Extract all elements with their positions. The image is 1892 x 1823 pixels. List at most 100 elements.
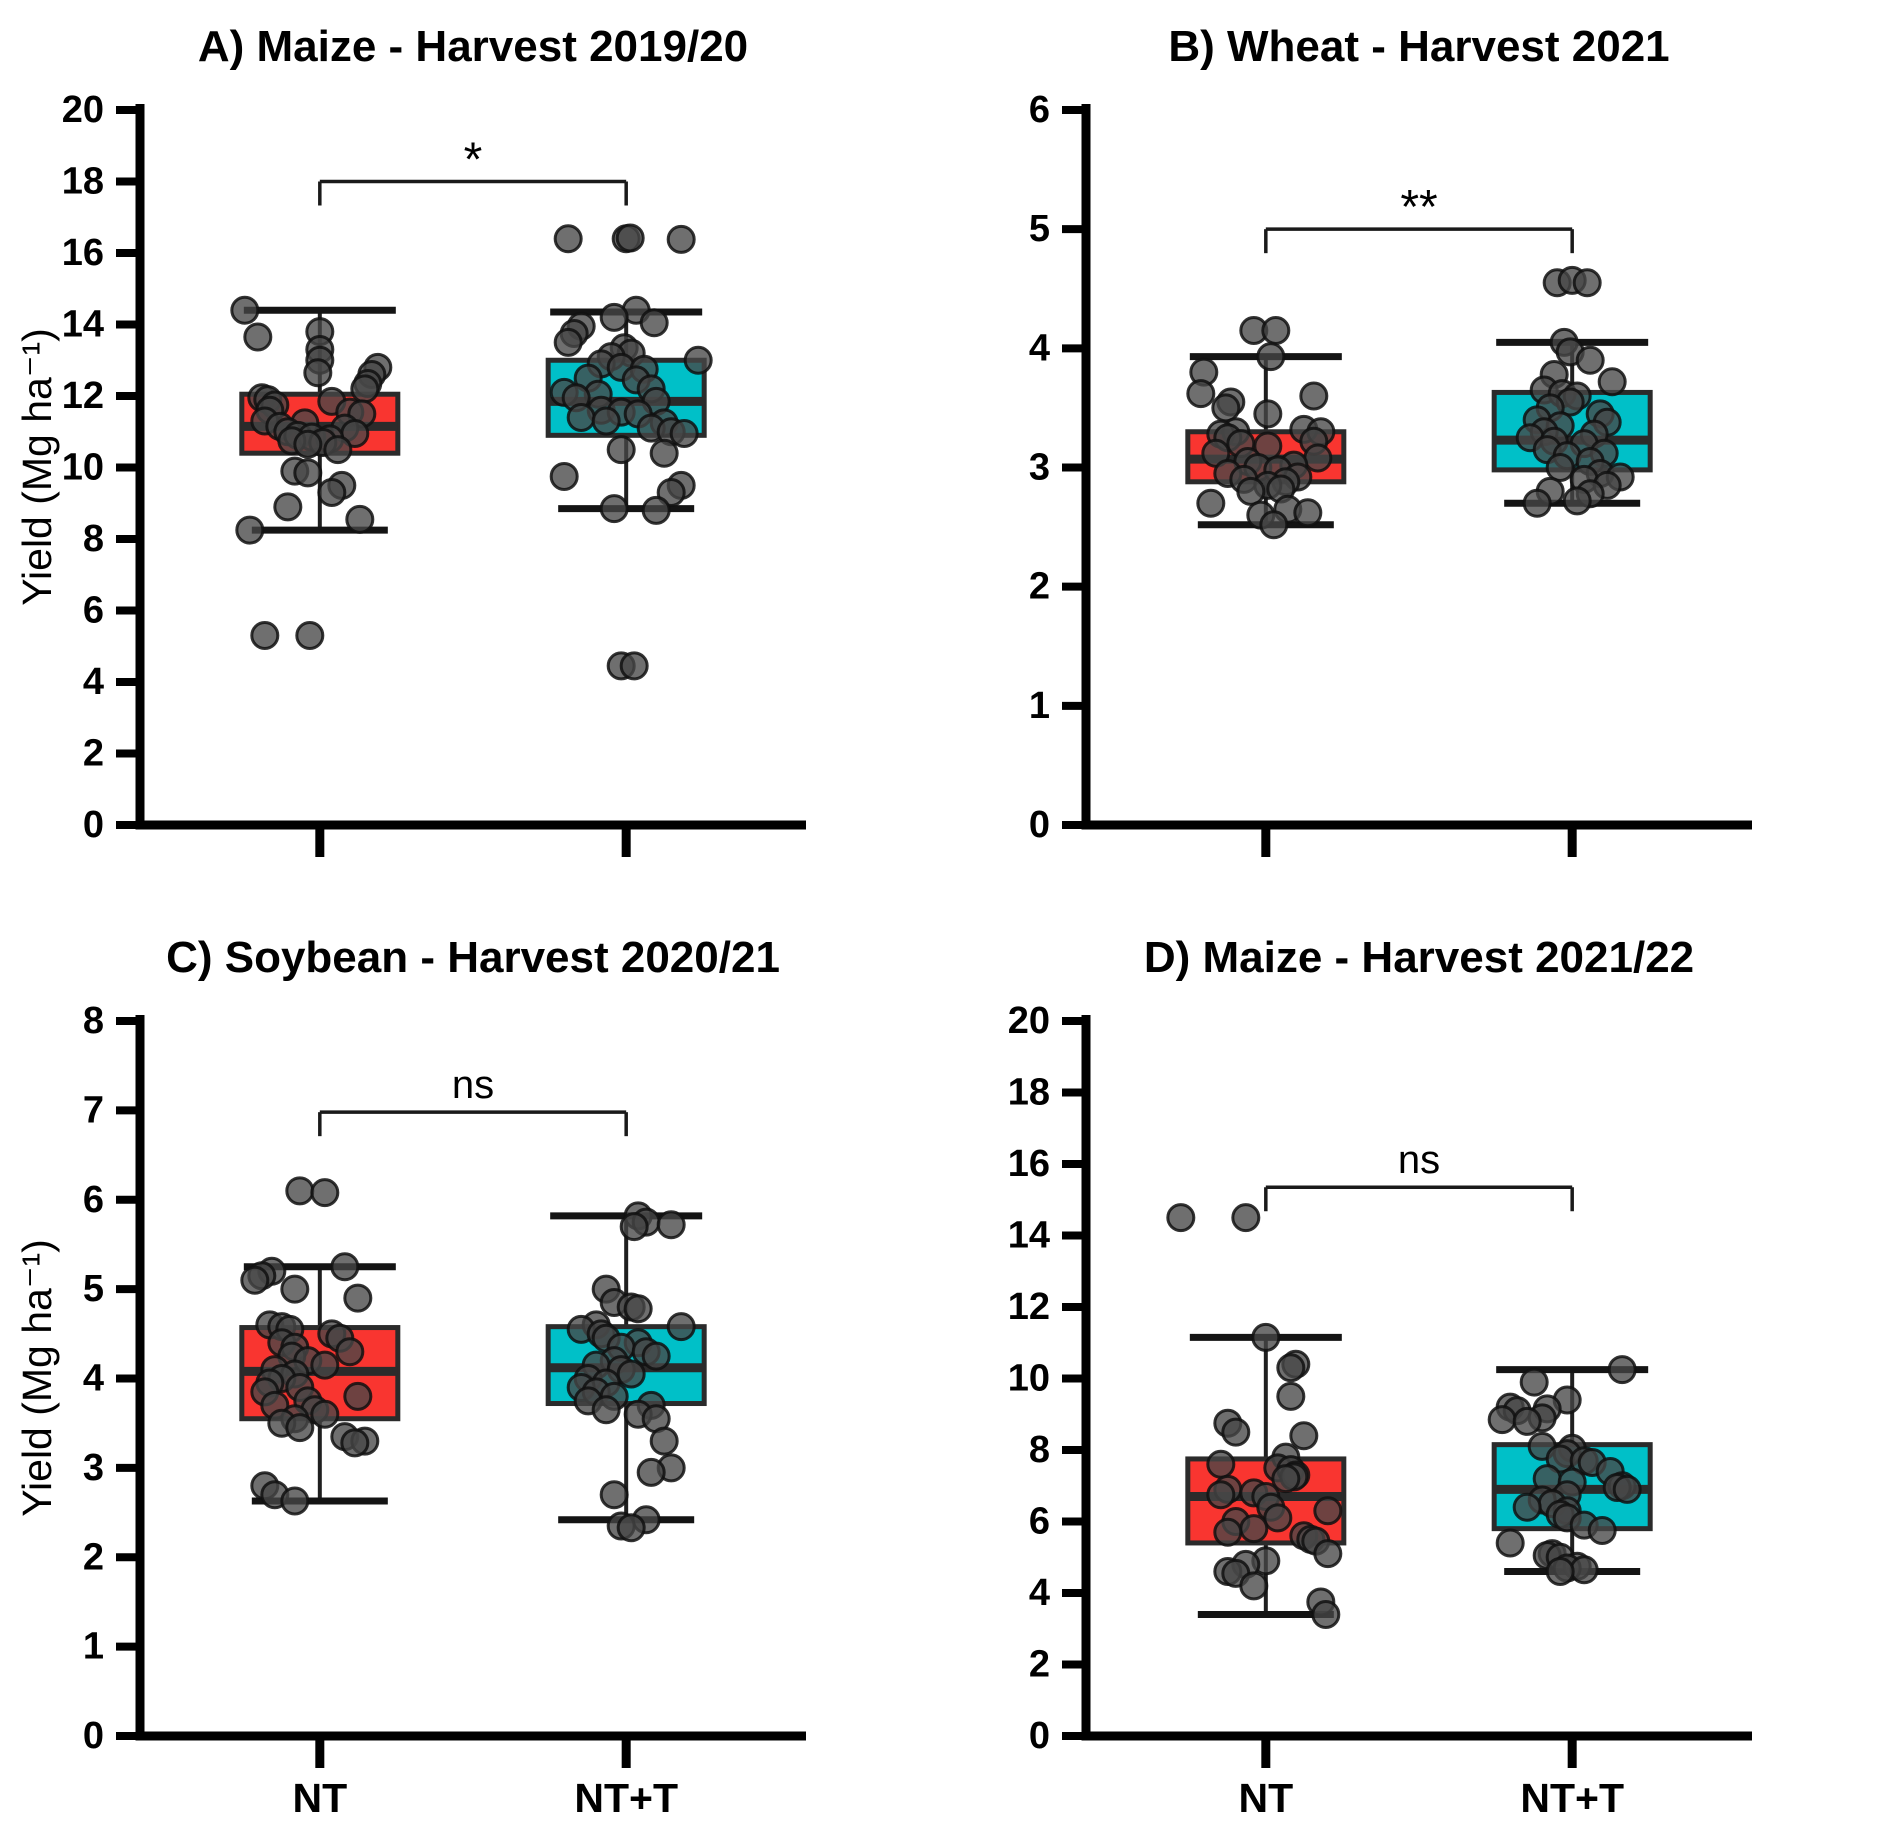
data-point — [1239, 1571, 1269, 1601]
data-point — [623, 1294, 653, 1324]
y-tick-label: 2 — [83, 1536, 104, 1578]
data-point — [1261, 315, 1291, 345]
axes: 0 2 4 6 8 10 12 14 16 18 20 — [62, 89, 806, 857]
data-point — [293, 458, 323, 488]
data-point — [1313, 1539, 1343, 1569]
data-point — [683, 345, 713, 375]
y-tick-label: 0 — [83, 804, 104, 846]
data-point — [666, 224, 696, 254]
significance-label: ns — [452, 1063, 494, 1107]
axes: 0 1 2 3 4 5 6 — [1029, 89, 1752, 857]
y-tick-label: 1 — [1029, 685, 1050, 727]
data-point — [280, 1274, 310, 1304]
data-point — [1221, 1417, 1251, 1447]
data-point — [285, 1413, 315, 1443]
panel-c-y-axis-label: Yield (Mg ha⁻¹) — [14, 1239, 60, 1517]
y-tick-label: 0 — [1029, 1715, 1050, 1757]
y-tick-label: 4 — [1029, 1572, 1050, 1614]
significance-bracket: * — [318, 134, 628, 206]
scatter-points — [1166, 1203, 1343, 1629]
significance-label: * — [464, 134, 483, 187]
data-point — [243, 322, 273, 352]
significance-bracket: ns — [1264, 1138, 1574, 1212]
data-point — [636, 1457, 666, 1487]
y-tick-label: 20 — [62, 89, 104, 131]
data-point — [591, 406, 621, 436]
data-point — [295, 621, 325, 651]
data-point — [1311, 1599, 1341, 1629]
y-tick-label: 3 — [83, 1447, 104, 1489]
box-group-nt — [230, 295, 401, 651]
data-point — [1545, 1557, 1575, 1587]
data-point — [1206, 1480, 1236, 1510]
y-tick-label: 7 — [83, 1089, 104, 1131]
data-point — [323, 435, 353, 465]
data-point — [599, 494, 629, 524]
scatter-points — [1487, 1355, 1642, 1587]
data-point — [280, 1486, 310, 1516]
box-group-ntplust — [1487, 1355, 1653, 1587]
y-tick-label: 5 — [1029, 208, 1050, 250]
significance-label: ** — [1400, 181, 1437, 234]
y-tick-label: 10 — [62, 447, 104, 489]
data-point — [549, 461, 579, 491]
data-point — [1293, 498, 1323, 528]
data-point — [669, 419, 699, 449]
y-tick-label: 16 — [62, 232, 104, 274]
data-point — [1166, 1203, 1196, 1233]
panel-b-plot: 0 1 2 3 4 5 6 ** — [1029, 89, 1752, 857]
data-point — [599, 302, 629, 332]
data-point — [553, 327, 583, 357]
panel-a-title: A) Maize - Harvest 2019/20 — [197, 22, 749, 71]
data-point — [599, 1480, 629, 1510]
data-point — [230, 295, 260, 325]
data-point — [641, 1341, 671, 1371]
box-group-nt — [1185, 315, 1347, 540]
y-tick-label: 16 — [1008, 1143, 1050, 1185]
data-point — [1276, 1381, 1306, 1411]
data-point — [1562, 486, 1592, 516]
y-tick-label: 2 — [83, 733, 104, 775]
y-tick-label: 14 — [62, 304, 104, 346]
y-tick-label: 18 — [1008, 1072, 1050, 1114]
panel-a-y-axis-label: Yield (Mg ha⁻¹) — [14, 328, 60, 606]
data-point — [293, 429, 323, 459]
significance-bracket: ** — [1264, 181, 1574, 254]
data-point — [250, 621, 280, 651]
y-tick-label: 12 — [1008, 1286, 1050, 1328]
data-point — [303, 358, 333, 388]
data-point — [285, 1176, 315, 1206]
y-tick-label: 8 — [1029, 1429, 1050, 1471]
data-point — [619, 651, 649, 681]
scatter-points — [566, 1201, 696, 1543]
data-point — [1495, 1528, 1525, 1558]
data-point — [343, 1283, 373, 1313]
data-point — [340, 1428, 370, 1458]
x-category-label: NT — [1238, 1775, 1293, 1821]
panel-d: 0 2 4 6 8 10 12 14 16 18 20 NT NT+T ns D) Maize - Har… — [946, 911, 1892, 1823]
y-tick-label: 6 — [83, 1179, 104, 1221]
y-tick-label: 18 — [62, 161, 104, 203]
y-tick-label: 20 — [1008, 1000, 1050, 1042]
y-tick-label: 12 — [62, 375, 104, 417]
x-category-label: NT+T — [574, 1775, 678, 1821]
data-point — [1575, 345, 1605, 375]
data-point — [1263, 1503, 1293, 1533]
data-point — [1196, 488, 1226, 518]
y-tick-label: 6 — [83, 590, 104, 632]
significance-label: ns — [1398, 1138, 1440, 1182]
data-point — [1289, 1421, 1319, 1451]
y-tick-label: 0 — [1029, 804, 1050, 846]
significance-bracket: ns — [318, 1063, 628, 1137]
data-point — [1299, 381, 1329, 411]
scatter-points — [549, 223, 713, 681]
data-point — [1512, 1492, 1542, 1522]
data-point — [1545, 453, 1575, 482]
data-point — [335, 1337, 365, 1367]
y-tick-label: 2 — [1029, 1644, 1050, 1686]
data-point — [639, 308, 669, 338]
data-point — [1512, 1406, 1542, 1436]
data-point — [273, 492, 303, 522]
y-tick-label: 0 — [83, 1715, 104, 1757]
